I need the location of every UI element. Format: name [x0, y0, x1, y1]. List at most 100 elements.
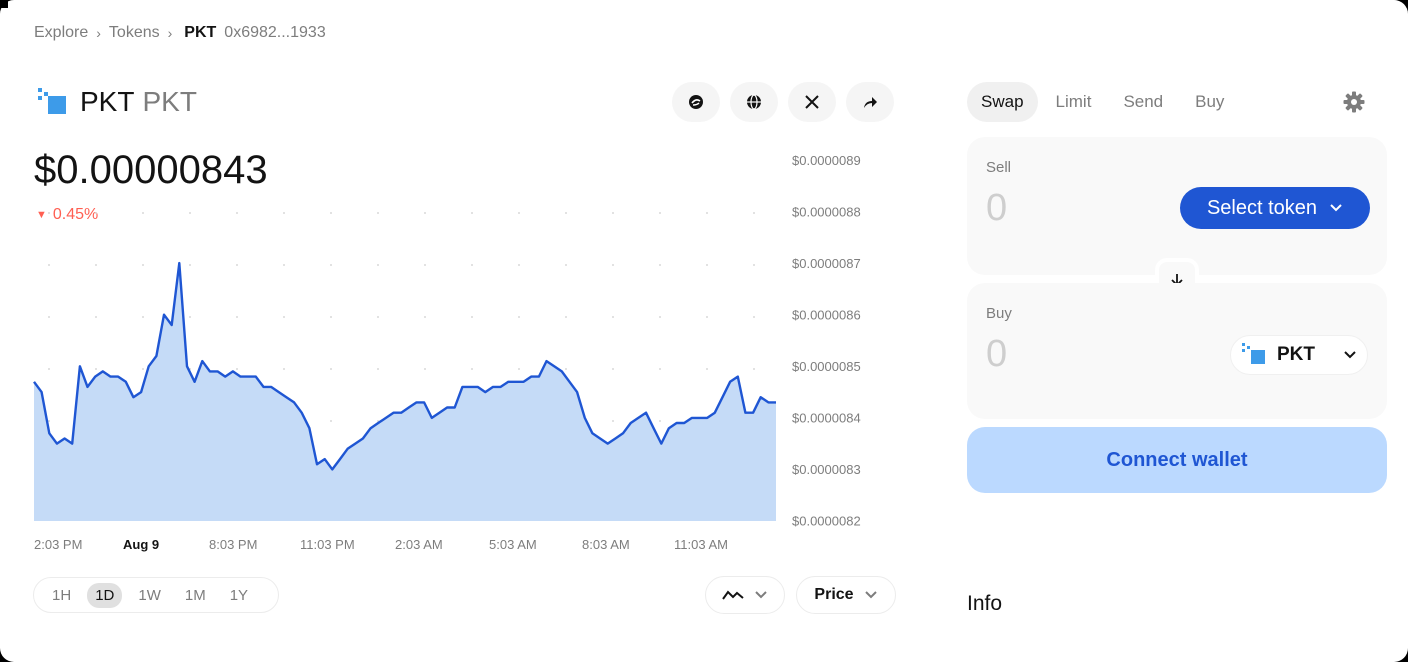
grid-dot: [142, 264, 144, 266]
x-tick-label: 5:03 AM: [489, 537, 537, 552]
range-1h[interactable]: 1H: [52, 586, 72, 604]
y-tick-label: $0.0000087: [792, 256, 861, 271]
grid-dot: [565, 212, 567, 214]
token-logo-icon: [36, 86, 68, 118]
grid-dot: [471, 368, 473, 370]
grid-dot: [236, 316, 238, 318]
x-tick-label: 11:03 AM: [674, 537, 728, 552]
sell-label: Sell: [986, 159, 1012, 176]
select-token-button[interactable]: Select token: [1180, 187, 1370, 229]
grid-dot: [518, 316, 520, 318]
token-symbol: PKT: [142, 86, 197, 117]
token-logo-icon: [1241, 341, 1269, 369]
tab-send[interactable]: Send: [1123, 92, 1164, 111]
y-tick-label: $0.0000084: [792, 411, 861, 426]
twitter-button[interactable]: [788, 82, 836, 122]
grid-dot: [236, 368, 238, 370]
x-twitter-icon: [805, 95, 819, 109]
y-tick-label: $0.0000085: [792, 359, 861, 374]
breadcrumb-explore[interactable]: Explore: [34, 24, 89, 41]
swap-tabs: Swap Limit Send Buy: [967, 82, 1242, 122]
corner-mark: [0, 0, 8, 8]
grid-dot: [612, 420, 614, 422]
grid-dot: [424, 316, 426, 318]
y-tick-label: $0.0000088: [792, 205, 861, 220]
info-heading: Info: [967, 592, 1003, 615]
chart-metric-button[interactable]: Price: [796, 576, 896, 614]
grid-dot: [659, 368, 661, 370]
triangle-down-icon: ▼: [36, 209, 47, 221]
grid-dot: [706, 212, 708, 214]
buy-token-symbol: PKT: [1277, 344, 1315, 365]
website-button[interactable]: [730, 82, 778, 122]
grid-dot: [95, 316, 97, 318]
price-area: [34, 263, 776, 521]
gear-icon[interactable]: [1342, 90, 1366, 114]
x-tick-label: 11:03 PM: [300, 537, 355, 552]
price-chart[interactable]: $0.0000089 $0.0000088 $0.0000087 $0.0000086…: [0, 0, 900, 560]
globe-icon: [747, 94, 761, 110]
buy-amount-input[interactable]: 0: [986, 333, 1008, 375]
grid-dot: [612, 316, 614, 318]
grid-dot: [518, 264, 520, 266]
grid-dot: [377, 264, 379, 266]
share-icon: [864, 97, 877, 108]
x-tick-label: 2:03 PM: [34, 537, 83, 552]
line-chart-icon: [722, 590, 744, 600]
tab-swap[interactable]: Swap: [967, 82, 1038, 122]
x-tick-label: 8:03 AM: [582, 537, 630, 552]
tab-limit[interactable]: Limit: [1055, 92, 1092, 111]
x-tick-label: 8:03 PM: [209, 537, 258, 552]
etherscan-icon: [689, 95, 703, 109]
chevron-down-icon: [1330, 204, 1342, 212]
grid-dot: [283, 264, 285, 266]
grid-dot: [753, 212, 755, 214]
grid-dot: [659, 264, 661, 266]
grid-dot: [330, 264, 332, 266]
grid-dot: [424, 368, 426, 370]
price-change: ▼ 0.45%: [36, 206, 98, 224]
y-tick-label: $0.0000086: [792, 308, 861, 323]
grid-dot: [377, 368, 379, 370]
grid-dot: [471, 264, 473, 266]
token-address[interactable]: 0x6982...1933: [224, 24, 326, 41]
grid-dot: [48, 264, 50, 266]
grid-dot: [48, 212, 50, 214]
grid-dot: [283, 212, 285, 214]
grid-dot: [659, 212, 661, 214]
range-1m[interactable]: 1M: [184, 586, 206, 604]
sell-amount-input[interactable]: 0: [986, 187, 1008, 229]
connect-wallet-button[interactable]: Connect wallet: [967, 427, 1387, 493]
grid-dot: [283, 368, 285, 370]
select-token-label: Select token: [1206, 196, 1318, 219]
chevron-right-icon: ›: [96, 25, 101, 41]
grid-dot: [518, 212, 520, 214]
etherscan-button[interactable]: [672, 82, 720, 122]
chart-type-button[interactable]: [705, 576, 785, 614]
grid-dot: [236, 264, 238, 266]
range-1w[interactable]: 1W: [138, 586, 161, 604]
tab-buy[interactable]: Buy: [1195, 92, 1225, 111]
grid-dot: [471, 316, 473, 318]
buy-card: Buy 0 PKT: [967, 283, 1387, 419]
grid-dot: [424, 264, 426, 266]
range-1y[interactable]: 1Y: [229, 586, 249, 604]
grid-dot: [95, 264, 97, 266]
chart-metric-label: Price: [814, 586, 854, 603]
share-button[interactable]: [846, 82, 894, 122]
y-tick-label: $0.0000082: [792, 514, 861, 529]
grid-dot: [189, 316, 191, 318]
y-tick-label: $0.0000089: [792, 153, 861, 168]
grid-dot: [565, 368, 567, 370]
grid-dot: [753, 368, 755, 370]
breadcrumb-tokens[interactable]: Tokens: [108, 24, 160, 41]
price-line: [33, 261, 776, 471]
buy-token-selector[interactable]: PKT: [1230, 335, 1368, 375]
grid-dot: [330, 420, 332, 422]
grid-dot: [48, 368, 50, 370]
time-range-selector: 1H 1D 1W 1M 1Y: [33, 577, 279, 613]
range-1d[interactable]: 1D: [87, 582, 123, 608]
grid-dot: [471, 212, 473, 214]
grid-dot: [236, 212, 238, 214]
